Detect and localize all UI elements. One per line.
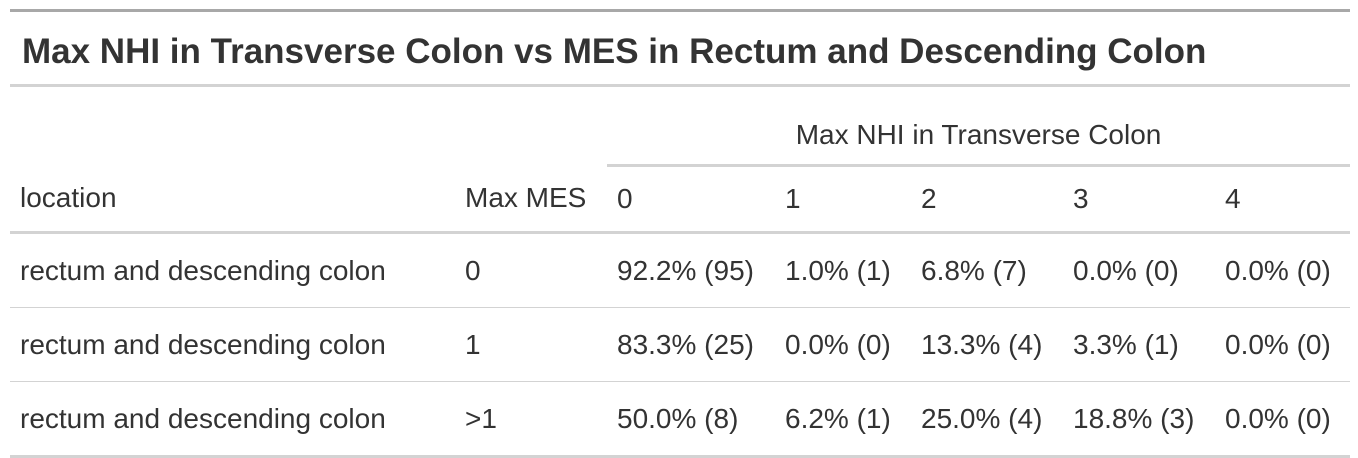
column-header-nhi-3: 3 (1063, 165, 1215, 234)
location-cell: rectum and descending colon (10, 232, 455, 308)
table-container: Max NHI in Transverse Colon vs MES in Re… (10, 9, 1351, 458)
column-header-nhi-0: 0 (607, 165, 775, 234)
column-header-row: location Max MES 0 1 2 3 4 (10, 165, 1351, 234)
column-header-nhi-2: 2 (911, 165, 1063, 234)
location-cell: rectum and descending colon (10, 381, 455, 458)
column-header-max-mes: Max MES (455, 165, 607, 234)
column-header-nhi-4: 4 (1215, 165, 1351, 234)
max-mes-cell: 1 (455, 307, 607, 382)
value-cell: 13.3% (4) (911, 307, 1063, 382)
value-cell: 0.0% (0) (1215, 307, 1351, 382)
value-cell: 3.3% (1) (1063, 307, 1215, 382)
value-cell: 1.0% (1) (775, 232, 911, 308)
location-cell: rectum and descending colon (10, 307, 455, 382)
value-cell: 0.0% (0) (1063, 232, 1215, 308)
value-cell: 0.0% (0) (775, 307, 911, 382)
spanner-row: Max NHI in Transverse Colon (10, 85, 1351, 167)
spanner-empty-cell (455, 86, 607, 166)
value-cell: 18.8% (3) (1063, 381, 1215, 458)
max-mes-cell: 0 (455, 232, 607, 308)
spanner-empty-cell (10, 86, 455, 166)
value-cell: 6.8% (7) (911, 232, 1063, 308)
value-cell: 25.0% (4) (911, 381, 1063, 458)
table-row: rectum and descending colon >1 50.0% (8)… (10, 381, 1351, 458)
column-header-nhi-1: 1 (775, 165, 911, 234)
column-spanner-label: Max NHI in Transverse Colon (607, 85, 1351, 167)
value-cell: 50.0% (8) (607, 381, 775, 458)
value-cell: 92.2% (95) (607, 232, 775, 308)
value-cell: 83.3% (25) (607, 307, 775, 382)
value-cell: 0.0% (0) (1215, 232, 1351, 308)
table-row: rectum and descending colon 1 83.3% (25)… (10, 307, 1351, 382)
column-header-location: location (10, 165, 455, 234)
max-mes-cell: >1 (455, 381, 607, 458)
value-cell: 6.2% (1) (775, 381, 911, 458)
table-title: Max NHI in Transverse Colon vs MES in Re… (10, 9, 1351, 87)
table-row: rectum and descending colon 0 92.2% (95)… (10, 232, 1351, 308)
crosstab-table: Max NHI in Transverse Colon vs MES in Re… (10, 9, 1351, 458)
value-cell: 0.0% (0) (1215, 381, 1351, 458)
